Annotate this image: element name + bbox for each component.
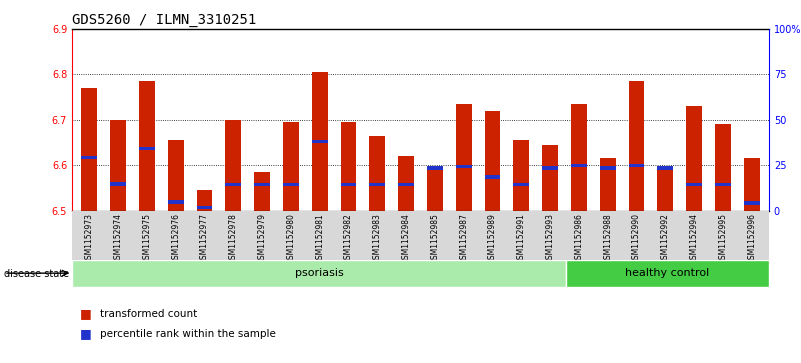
Bar [82, 156, 97, 159]
Text: GSM1152981: GSM1152981 [316, 213, 324, 264]
Bar [513, 140, 529, 211]
Text: GSM1152992: GSM1152992 [661, 213, 670, 264]
Text: GSM1152978: GSM1152978 [229, 213, 238, 264]
Bar [658, 166, 673, 170]
Bar [369, 183, 385, 187]
Bar [196, 190, 212, 211]
Bar [340, 122, 356, 211]
Text: GSM1152976: GSM1152976 [171, 213, 180, 264]
Bar [312, 140, 328, 143]
Text: GSM1152974: GSM1152974 [114, 213, 123, 264]
Bar [196, 205, 212, 209]
Bar [456, 165, 472, 168]
Bar [571, 104, 587, 211]
Bar [715, 183, 731, 187]
Text: GSM1152977: GSM1152977 [200, 213, 209, 264]
Text: transformed count: transformed count [100, 309, 197, 319]
Bar [254, 183, 270, 187]
Text: disease state: disease state [4, 269, 69, 279]
Text: GSM1152985: GSM1152985 [430, 213, 440, 264]
Bar [111, 120, 126, 211]
Bar [82, 88, 97, 211]
Text: GSM1152988: GSM1152988 [603, 213, 612, 264]
Text: GSM1152994: GSM1152994 [690, 213, 698, 264]
Bar [427, 166, 443, 170]
Bar [600, 166, 616, 170]
Text: GSM1152995: GSM1152995 [718, 213, 727, 264]
Bar [542, 166, 558, 170]
Bar [168, 140, 183, 211]
Bar [340, 183, 356, 187]
Text: GSM1152975: GSM1152975 [143, 213, 151, 264]
Bar [427, 167, 443, 211]
Bar [398, 156, 414, 211]
Bar [369, 136, 385, 211]
Text: GSM1152982: GSM1152982 [344, 213, 353, 264]
Bar [456, 104, 472, 211]
Text: ■: ■ [80, 327, 92, 340]
Bar [686, 106, 702, 211]
Bar [254, 172, 270, 211]
Bar [485, 175, 501, 179]
Bar [566, 260, 769, 287]
Text: GSM1152986: GSM1152986 [574, 213, 583, 264]
Bar [513, 183, 529, 187]
Text: GDS5260 / ILMN_3310251: GDS5260 / ILMN_3310251 [72, 13, 256, 26]
Bar [225, 120, 241, 211]
Text: psoriasis: psoriasis [295, 268, 344, 278]
Text: GSM1152990: GSM1152990 [632, 213, 641, 264]
Bar [744, 201, 759, 205]
Bar [225, 183, 241, 187]
Bar [571, 164, 587, 167]
Bar [686, 183, 702, 187]
Bar [658, 167, 673, 211]
Text: GSM1152993: GSM1152993 [545, 213, 554, 264]
Bar [168, 200, 183, 204]
Bar [542, 145, 558, 211]
Bar [139, 81, 155, 211]
Text: percentile rank within the sample: percentile rank within the sample [100, 329, 276, 339]
Bar [600, 158, 616, 211]
Text: healthy control: healthy control [626, 268, 710, 278]
Text: GSM1152980: GSM1152980 [287, 213, 296, 264]
Bar [715, 124, 731, 211]
Bar [72, 260, 566, 287]
Text: GSM1152996: GSM1152996 [747, 213, 756, 264]
Bar [629, 164, 645, 167]
Text: GSM1152979: GSM1152979 [258, 213, 267, 264]
Bar [111, 182, 126, 185]
Bar [283, 122, 299, 211]
Text: GSM1152973: GSM1152973 [85, 213, 94, 264]
Bar [398, 183, 414, 187]
Bar [485, 111, 501, 211]
Text: GSM1152987: GSM1152987 [459, 213, 469, 264]
Text: GSM1152989: GSM1152989 [488, 213, 497, 264]
Text: GSM1152991: GSM1152991 [517, 213, 525, 264]
Bar [139, 147, 155, 150]
Text: GSM1152984: GSM1152984 [401, 213, 411, 264]
Text: ■: ■ [80, 307, 92, 321]
Text: GSM1152983: GSM1152983 [372, 213, 382, 264]
Bar [283, 183, 299, 187]
Bar [312, 72, 328, 211]
Bar [629, 81, 645, 211]
Bar [744, 158, 759, 211]
